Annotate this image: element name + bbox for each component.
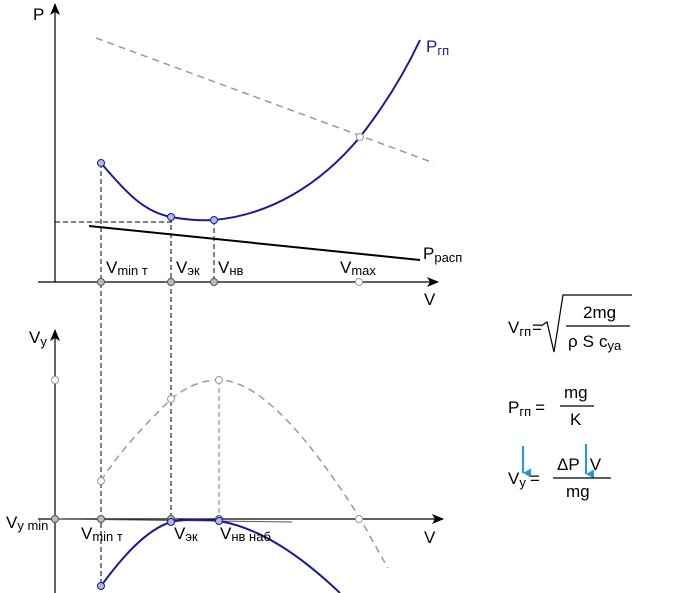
dashed-climb-rate-curve (100, 379, 389, 569)
point-dashed-vmin (97, 477, 105, 485)
label-p-available: Pрасп (423, 244, 462, 265)
climb-rate-curve (100, 518, 341, 593)
point-vy-axis-top (51, 376, 59, 384)
point-dashed-zero (355, 515, 363, 523)
point-dashed-vnv (215, 376, 223, 384)
svg-text:mg: mg (564, 383, 588, 402)
bottom-y-axis-label: Vy (29, 328, 47, 349)
available-thrust-line (88, 225, 421, 261)
label-vek: Vэк (176, 258, 200, 278)
formula-vy: Vy = ΔP V mg (508, 444, 611, 501)
point-vy-min-axis (51, 515, 59, 523)
svg-text:K: K (570, 410, 582, 429)
axis-point-vmax (355, 278, 363, 286)
svg-text:ΔPV: ΔP V (557, 455, 602, 474)
top-y-axis-label: P (33, 5, 44, 24)
bottom-x-axis-label: V (424, 528, 436, 547)
axis-point-bottom-vmin (97, 515, 105, 523)
point-curve-vnv (215, 517, 223, 525)
point-vmax-intersection (356, 133, 364, 141)
label-vnv: Vнв (218, 258, 244, 278)
label-p-required: Pгп (426, 37, 449, 58)
label-bottom-vmin-t: Vmin т (81, 524, 123, 544)
top-dashed-thrust-line (95, 37, 435, 164)
sqrt-sign (540, 294, 632, 353)
label-bottom-vek: Vэк (174, 524, 198, 544)
label-vmin-t: Vmin т (106, 258, 148, 278)
svg-text:2mg: 2mg (583, 303, 616, 322)
required-thrust-curve (100, 39, 421, 222)
axis-point-vmin (97, 278, 105, 286)
svg-text:mg: mg (566, 482, 590, 501)
point-curve-vek (167, 518, 175, 526)
svg-text:Pгп=: Pгп = (508, 398, 545, 419)
top-x-axis-label: V (424, 290, 436, 309)
point-vnv-top (210, 216, 218, 224)
axis-point-vek (167, 278, 175, 286)
label-bottom-vnv-nab: Vнв наб (220, 524, 271, 544)
label-vy-min: Vy min (6, 513, 48, 533)
svg-text:Vгп=: Vгп= (508, 318, 542, 339)
formula-p-required: Pгп = mg K (508, 383, 594, 429)
top-chart: P V Pгп Pрасп Vmin т (33, 3, 462, 586)
point-curve-vmin (97, 582, 105, 590)
point-vek-top (167, 213, 175, 221)
axis-point-vnv (210, 278, 218, 286)
svg-text:Vy=: Vy = (508, 469, 540, 490)
point-dashed-vek (167, 395, 175, 403)
bottom-chart: Vy V Vy min Vmin т Vэк (6, 328, 444, 593)
point-vmin-top (97, 159, 105, 167)
label-vmax: Vmax (340, 258, 376, 278)
